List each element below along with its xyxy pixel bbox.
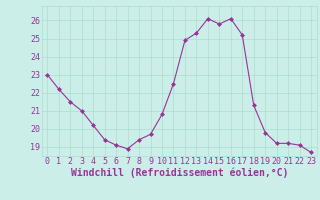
X-axis label: Windchill (Refroidissement éolien,°C): Windchill (Refroidissement éolien,°C)	[70, 168, 288, 178]
